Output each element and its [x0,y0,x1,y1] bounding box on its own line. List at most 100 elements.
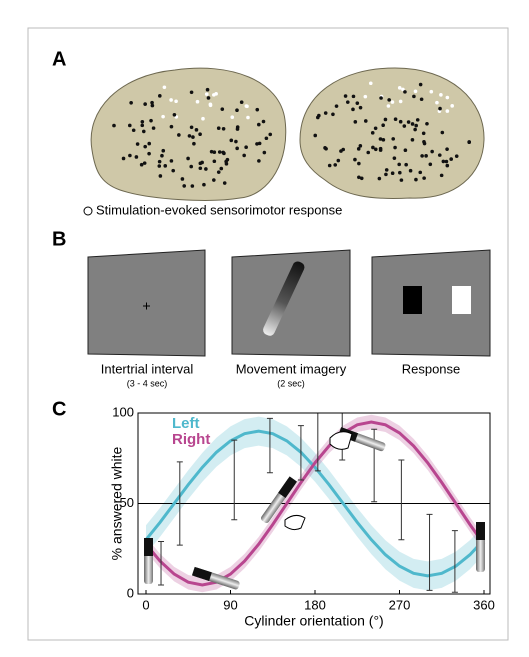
electrode [363,119,368,123]
electrode [440,130,445,135]
error-bar [451,530,458,593]
electrode [174,99,178,104]
x-tick-label: 90 [223,597,237,612]
fit-line [144,429,486,578]
electrode [399,178,404,182]
electrode [343,94,348,98]
electrode [398,170,402,175]
electrode [142,161,147,165]
x-tick-label: 360 [473,597,495,612]
electrode [216,170,221,174]
electrode [195,99,200,104]
electrode [441,159,446,164]
electrode [445,95,450,100]
electrode [172,112,177,117]
electrode [383,117,388,122]
electrode [189,164,194,169]
fit-line [144,420,486,587]
electrode [424,154,428,158]
confidence-band [146,414,484,593]
electrode [206,96,211,100]
electrode [239,100,244,105]
screen [231,249,351,357]
electrode [212,178,216,182]
panel-label: B [52,228,66,250]
electrode [384,172,388,177]
electrode [412,94,416,99]
electrode [353,120,358,124]
electrode [257,141,262,146]
electrode [428,162,433,167]
electrode [414,123,418,128]
electrode [406,120,411,124]
error-bar [231,439,238,521]
electrode [147,151,151,156]
electrode [391,137,396,141]
response-white [452,286,471,314]
electrode [402,124,407,128]
electrode [351,107,355,112]
electrode [244,104,249,108]
electrode [198,166,203,171]
electrode [444,159,449,164]
electrode [200,160,204,165]
legend-text: Stimulation-evoked sensorimotor response [96,202,342,217]
electrode [230,115,235,119]
electrode [121,156,126,161]
electrode [205,87,210,92]
electrode [449,157,453,161]
electrode [355,101,360,105]
caption: Movement imagery [236,361,347,376]
electrode [180,177,185,181]
icons [144,427,485,590]
electrode [435,100,439,105]
electrode [268,132,273,137]
caption: Response [402,361,461,376]
y-tick-label: 50 [120,495,134,510]
electrode [135,142,140,146]
response-black [403,286,422,314]
electrode [208,102,213,107]
electrode [140,123,145,128]
electrode [413,89,418,94]
electrode [235,146,239,151]
electrode [212,150,217,155]
electrode [316,115,320,120]
electrode [413,127,417,132]
electrode [201,116,205,121]
electrode [425,121,429,126]
electrode [150,103,155,108]
electrode [171,168,176,173]
panel-label: A [52,48,66,70]
electrode [450,104,455,108]
electrode [229,138,234,143]
electrode [358,144,363,148]
electrode [182,184,187,188]
electrode [129,101,133,105]
electrode [161,148,166,153]
electrode [381,123,385,127]
electrode [358,105,363,110]
electrode [246,115,250,120]
error-bar [176,461,183,546]
electrode [373,147,378,152]
electrode [418,170,423,175]
brains [90,67,485,201]
electrode [158,94,162,98]
electrode [357,175,361,180]
electrode [419,97,424,102]
electrode [393,145,397,150]
electrode [454,154,459,158]
electrode [235,108,239,113]
electrode [261,119,266,124]
x-axis-label: Cylinder orientation (°) [244,613,383,629]
electrode [198,132,202,137]
electrode [139,162,144,167]
legend-marker [83,206,93,216]
error-bar [266,417,273,474]
error-bar [398,459,405,541]
electrode [216,126,221,131]
electrode [415,118,420,122]
electrode [127,123,132,128]
